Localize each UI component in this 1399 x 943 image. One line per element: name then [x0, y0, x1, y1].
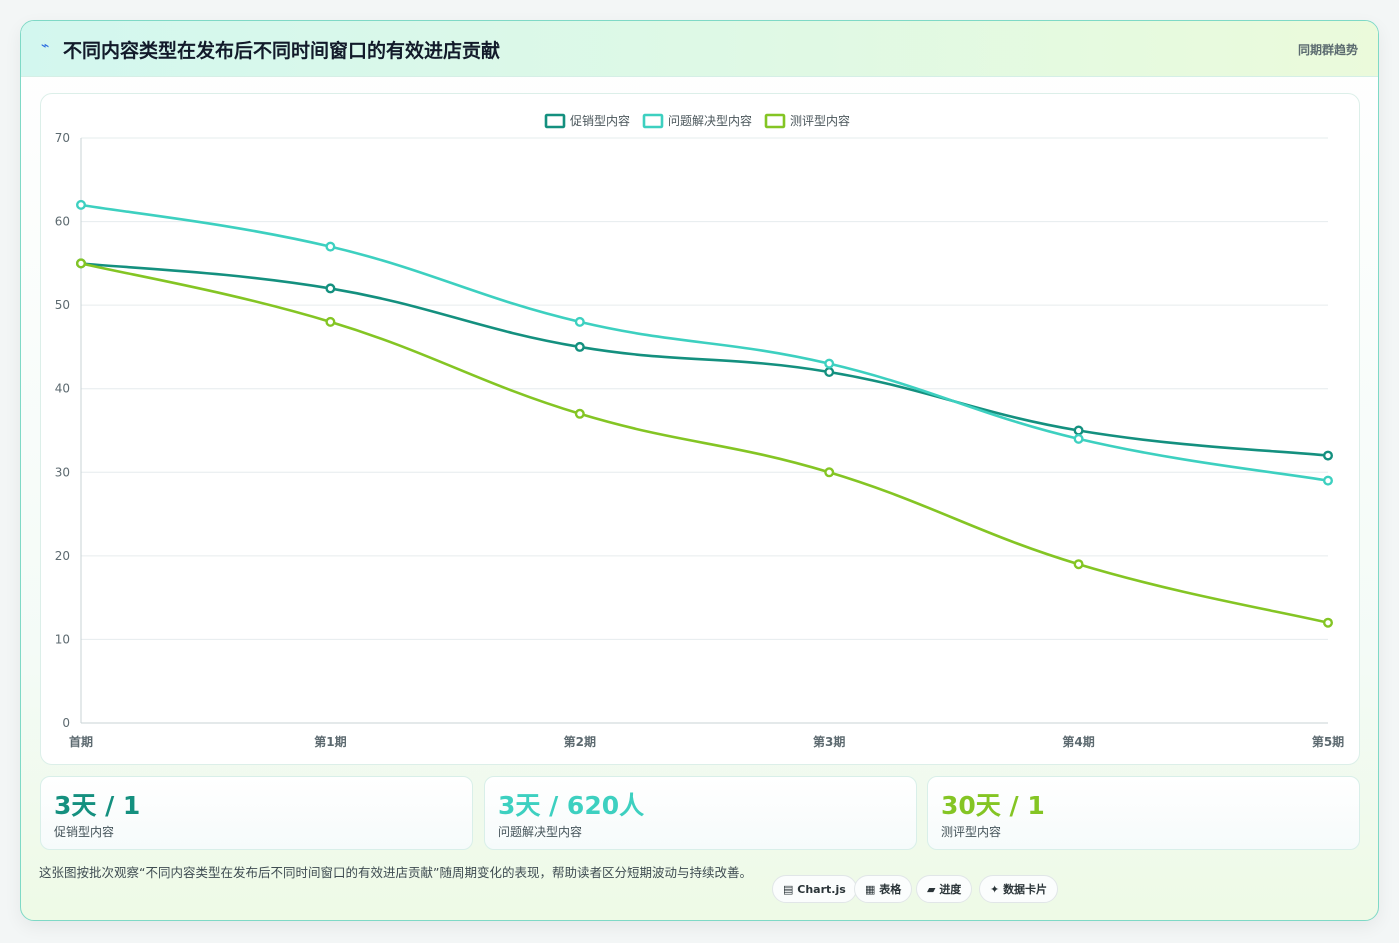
series-line-0	[80, 262, 1329, 457]
card-title: 不同内容类型在发布后不同时间窗口的有效进店贡献	[63, 40, 501, 62]
series-line-1	[80, 203, 1329, 482]
line-chart: 0 10 20 30 40 50 60 70 首期 第1期 第2期 第3期 第4期 第5期 促销型内容 问题解…	[55, 113, 1344, 749]
cohort-trend-tag: 同期群趋势	[1297, 43, 1358, 57]
stat-card-review: 30天 / 1 测评型内容	[927, 776, 1360, 850]
data-point	[1073, 433, 1084, 444]
x-tick-label: 第2期	[564, 734, 596, 749]
chart-area: 0 10 20 30 40 50 60 70 首期 第1期 第2期 第3期 第4期 第5期 促销型内容 问题解…	[40, 93, 1360, 765]
data-point	[574, 341, 585, 352]
legend-swatch	[544, 113, 566, 129]
data-point	[325, 316, 336, 327]
pill-table[interactable]: ▦ 表格	[854, 875, 913, 903]
stat-card-solution: 3天 / 620人 问题解决型内容	[484, 776, 917, 850]
y-tick-label: 60	[55, 215, 70, 229]
x-tick-label: 第4期	[1062, 734, 1094, 749]
stat-label: 问题解决型内容	[498, 825, 583, 839]
series-line-2	[80, 262, 1329, 624]
pill-label: 表格	[879, 883, 902, 896]
data-point	[574, 408, 585, 419]
card-header: ⌁ 不同内容类型在发布后不同时间窗口的有效进店贡献 同期群趋势	[21, 21, 1378, 77]
y-tick-label: 70	[55, 131, 70, 145]
grid-icon: ▤	[783, 883, 794, 896]
data-point	[1322, 475, 1333, 486]
legend-label: 促销型内容	[570, 113, 630, 128]
pill-label: Chart.js	[797, 883, 846, 896]
sparkle-icon: ✦	[990, 883, 1000, 896]
legend-label: 测评型内容	[790, 113, 850, 128]
data-point	[1073, 559, 1084, 570]
x-tick-label: 第3期	[813, 734, 845, 749]
data-point	[325, 283, 336, 294]
data-point	[1322, 450, 1333, 461]
pill-chartjs[interactable]: ▤ Chart.js	[772, 875, 857, 903]
data-point	[325, 241, 336, 252]
stat-card-promo: 3天 / 1 促销型内容	[40, 776, 473, 850]
pill-progress[interactable]: ▰ 进度	[916, 875, 973, 903]
data-point	[574, 316, 585, 327]
data-point	[76, 258, 87, 269]
table-icon: ▦	[865, 883, 876, 896]
y-tick-label: 10	[55, 632, 70, 646]
lightning-icon: ⌁	[41, 38, 50, 54]
data-point	[824, 358, 835, 369]
y-tick-label: 40	[55, 382, 70, 396]
pill-label: 进度	[939, 883, 962, 896]
progress-icon: ▰	[927, 883, 936, 896]
pill-label: 数据卡片	[1003, 883, 1048, 896]
pill-data-card[interactable]: ✦ 数据卡片	[979, 875, 1059, 903]
y-tick-label: 20	[55, 549, 70, 563]
y-tick-label: 30	[55, 465, 70, 479]
y-tick-label: 0	[62, 716, 70, 730]
x-tick-label: 第1期	[314, 734, 346, 749]
stat-label: 促销型内容	[54, 825, 115, 839]
stat-label: 测评型内容	[941, 825, 1002, 839]
legend-label: 问题解决型内容	[668, 113, 752, 128]
legend-swatch	[642, 113, 664, 129]
stat-value: 3天 / 1	[54, 791, 141, 820]
chart-description: 这张图按批次观察“不同内容类型在发布后不同时间窗口的有效进店贡献”随周期变化的表…	[39, 865, 752, 880]
y-tick-label: 50	[55, 298, 70, 312]
chart-card: ⌁ 不同内容类型在发布后不同时间窗口的有效进店贡献 同期群趋势 0 10 20 30 4…	[20, 20, 1379, 921]
legend-swatch	[764, 113, 786, 129]
x-tick-label: 首期	[69, 734, 93, 749]
stat-value: 30天 / 1	[941, 791, 1045, 820]
data-point	[1322, 617, 1333, 628]
data-point	[76, 199, 87, 210]
data-point	[824, 367, 835, 378]
stat-value: 3天 / 620人	[498, 791, 645, 820]
data-point	[824, 467, 835, 478]
data-point	[1073, 425, 1084, 436]
x-tick-label: 第5期	[1312, 734, 1344, 749]
